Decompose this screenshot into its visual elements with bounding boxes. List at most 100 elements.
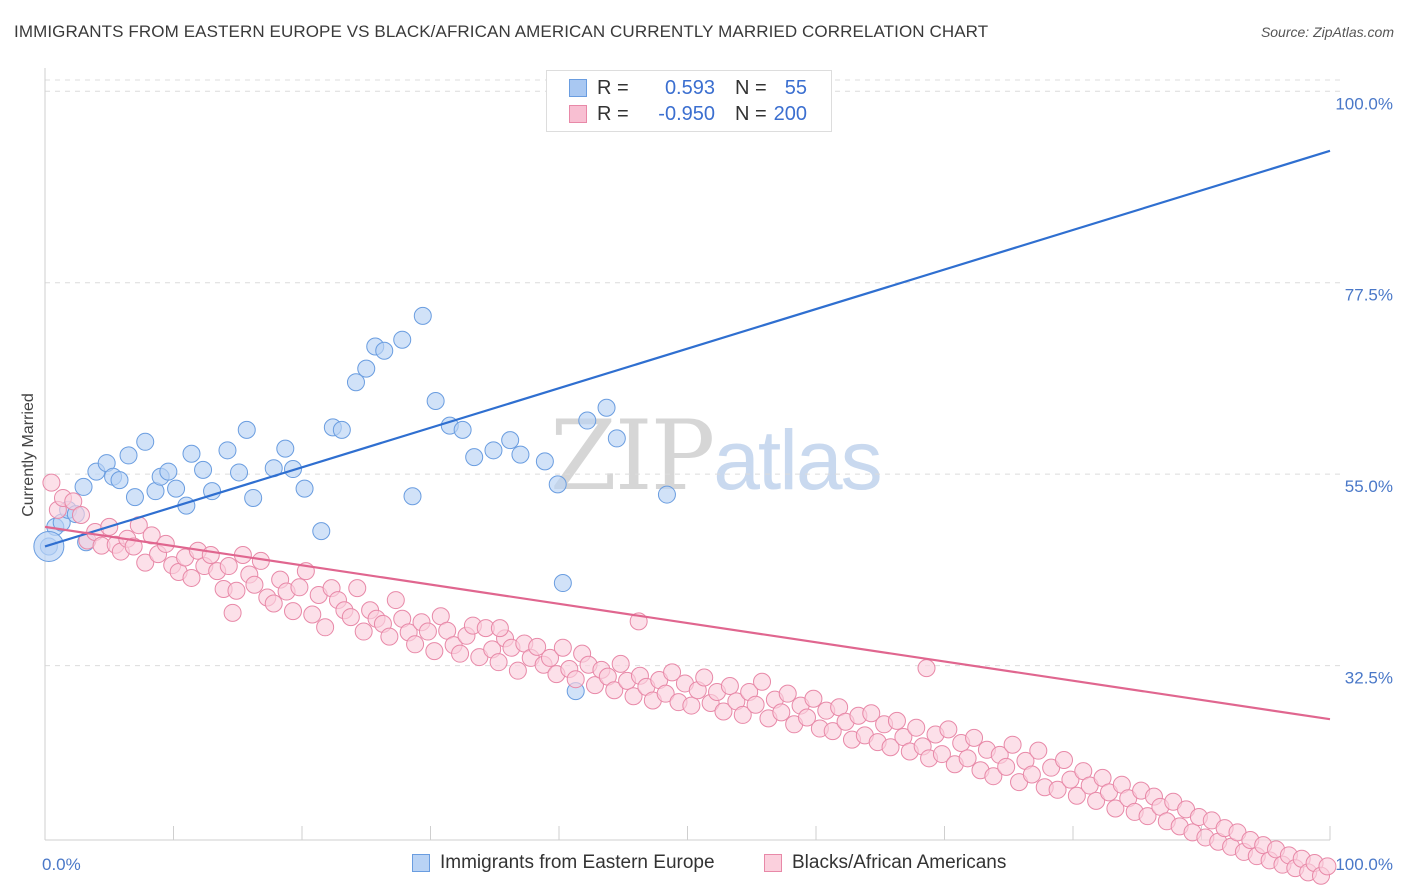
data-point-black-african-american [804, 689, 823, 708]
data-point-black-african-american [1048, 780, 1067, 799]
data-point-eastern-europe [167, 479, 186, 498]
data-point-black-african-american [663, 663, 682, 682]
data-point-black-african-american [136, 553, 155, 572]
legend-item-eastern-europe[interactable]: Immigrants from Eastern Europe [412, 852, 715, 874]
data-point-eastern-europe [295, 479, 314, 498]
data-point-black-african-american [1022, 765, 1041, 784]
data-point-eastern-europe [465, 448, 484, 467]
data-point-black-african-american [682, 696, 701, 715]
n-value: 55 [784, 76, 807, 99]
data-point-black-african-american [881, 738, 900, 757]
stats-row-black-african-american: R = -0.950 N = 200 [569, 101, 807, 127]
data-point-black-african-american [264, 594, 283, 613]
data-point-black-african-american [71, 505, 90, 524]
data-point-eastern-europe [484, 441, 503, 460]
data-point-black-african-american [1003, 735, 1022, 754]
data-point-black-african-american [1055, 751, 1074, 770]
data-point-black-african-american [341, 608, 360, 627]
data-point-eastern-europe [357, 359, 376, 378]
data-point-black-african-american [348, 579, 367, 598]
data-point-eastern-europe [607, 429, 626, 448]
data-point-black-african-american [124, 537, 143, 556]
stats-row-eastern-europe: R = 0.593 N = 55 [569, 75, 807, 101]
y-tick-label: 55.0% [1345, 477, 1393, 496]
data-point-black-african-american [284, 602, 303, 621]
legend-item-black-african-american[interactable]: Blacks/African Americans [764, 852, 1006, 874]
data-point-black-african-american [227, 581, 246, 600]
data-point-eastern-europe-large [33, 530, 65, 562]
n-value: 200 [773, 102, 807, 125]
data-point-eastern-europe [501, 431, 520, 450]
data-point-black-african-american [778, 684, 797, 703]
data-point-black-african-american [720, 677, 739, 695]
legend-label: Immigrants from Eastern Europe [440, 852, 715, 873]
data-point-black-african-american [380, 627, 399, 646]
data-point-eastern-europe [426, 391, 445, 410]
data-point-eastern-europe [332, 420, 351, 439]
data-point-eastern-europe [413, 306, 432, 325]
legend-swatch-pink [764, 854, 782, 872]
data-point-black-african-american [695, 668, 714, 687]
data-point-eastern-europe [110, 471, 129, 490]
data-point-black-african-american [997, 757, 1016, 776]
data-point-black-african-american [418, 622, 437, 641]
data-point-eastern-europe [119, 446, 138, 465]
data-point-black-african-american [798, 708, 817, 727]
data-point-eastern-europe [511, 445, 530, 464]
data-point-eastern-europe [548, 475, 567, 494]
legend-swatch-blue [569, 79, 587, 97]
data-point-eastern-europe [276, 439, 295, 458]
data-point-eastern-europe [244, 488, 263, 507]
data-point-black-african-american [939, 720, 958, 739]
y-axis-label: Currently Married [20, 393, 37, 517]
data-point-black-african-american [541, 648, 560, 667]
data-point-black-african-american [746, 695, 765, 714]
data-point-black-african-american [1061, 770, 1080, 789]
data-point-eastern-europe [136, 432, 155, 451]
data-point-eastern-europe [393, 330, 412, 349]
data-point-black-african-american [489, 653, 508, 672]
data-point-black-african-american [1318, 857, 1337, 876]
data-point-black-african-american [1087, 791, 1106, 810]
n-label: N = [735, 102, 767, 125]
x-tick-label: 0.0% [42, 855, 81, 874]
trend-line-eastern-europe [44, 149, 1331, 548]
y-tick-label: 77.5% [1345, 286, 1393, 305]
data-point-black-african-american [772, 703, 791, 722]
data-point-black-african-american [984, 767, 1003, 786]
data-point-black-african-american [245, 575, 264, 594]
data-point-eastern-europe [453, 420, 472, 439]
data-point-black-african-american [490, 619, 509, 638]
legend-swatch-pink [569, 105, 587, 123]
data-point-black-african-american [219, 557, 238, 576]
data-point-black-african-american [528, 637, 547, 656]
data-point-eastern-europe [312, 522, 331, 541]
data-point-black-african-american [656, 684, 675, 703]
data-point-black-african-american [303, 605, 322, 624]
data-point-black-african-american [553, 638, 572, 657]
data-point-black-african-american [714, 702, 733, 721]
x-tick-label: 100.0% [1335, 855, 1393, 874]
series-legend: Immigrants from Eastern Europe Blacks/Af… [0, 852, 1406, 878]
data-point-black-african-american [862, 704, 881, 723]
data-point-eastern-europe [182, 444, 201, 463]
r-label: R = [597, 102, 629, 125]
data-point-eastern-europe [375, 341, 394, 360]
data-point-eastern-europe [578, 411, 597, 430]
data-point-black-african-american [316, 618, 335, 637]
data-point-black-african-american [386, 591, 405, 610]
data-point-eastern-europe [159, 462, 178, 481]
data-point-black-african-american [932, 745, 951, 764]
data-point-eastern-europe [218, 441, 237, 460]
data-point-black-african-american [917, 659, 936, 678]
data-point-black-african-american [753, 672, 772, 691]
data-point-eastern-europe [657, 485, 676, 504]
watermark-atlas: atlas [713, 413, 882, 507]
data-point-black-african-american [42, 473, 61, 492]
data-point-black-african-american [958, 749, 977, 768]
data-point-black-african-american [290, 578, 309, 597]
data-point-eastern-europe [597, 398, 616, 417]
data-point-black-african-american [201, 545, 220, 564]
r-value: -0.950 [658, 102, 715, 125]
